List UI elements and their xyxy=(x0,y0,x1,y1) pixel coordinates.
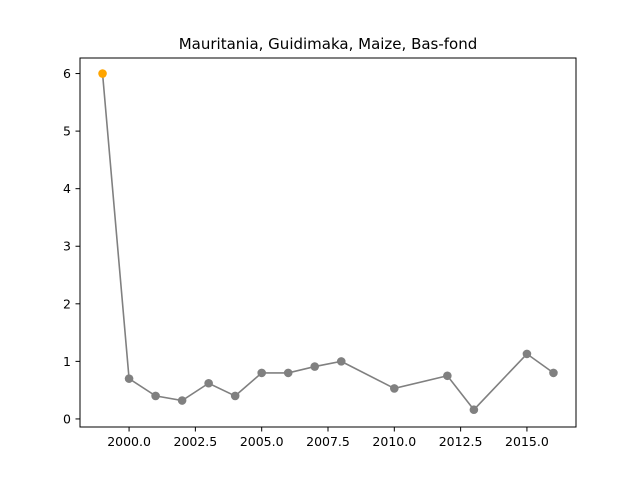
data-point xyxy=(283,368,293,378)
data-point xyxy=(230,391,240,401)
x-tick-label: 2002.5 xyxy=(174,434,218,449)
data-point xyxy=(204,378,213,388)
data-point xyxy=(522,349,532,359)
y-tick-label: 4 xyxy=(63,181,71,196)
x-tick-label: 2007.5 xyxy=(306,434,350,449)
data-point xyxy=(390,384,399,393)
y-tick-label: 5 xyxy=(63,124,71,139)
plot-area: 2000.0 2002.5 2005.0 2007.5 2010.0 2012.5 2015… xyxy=(63,57,577,449)
y-tick-label: 3 xyxy=(63,239,71,254)
y-tick-label: 0 xyxy=(63,411,71,426)
data-point xyxy=(443,371,452,381)
data-point xyxy=(124,374,134,383)
x-tick-label: 2010.0 xyxy=(372,434,416,449)
data-point xyxy=(310,362,320,371)
x-tick-label: 2000.0 xyxy=(107,434,151,449)
data-point xyxy=(549,368,558,378)
x-tick-label: 2015.0 xyxy=(505,434,549,449)
chart-title: Mauritania, Guidimaka, Maize, Bas-fond xyxy=(179,35,478,53)
highlighted-data-point xyxy=(98,69,107,78)
data-point xyxy=(469,405,479,415)
y-tick-label: 6 xyxy=(63,66,71,81)
data-point xyxy=(151,391,160,401)
x-tick-label: 2012.5 xyxy=(439,434,483,449)
y-tick-label: 1 xyxy=(63,354,71,369)
data-point xyxy=(177,396,187,405)
y-tick-label: 2 xyxy=(63,296,71,311)
data-point xyxy=(336,357,346,366)
data-point xyxy=(257,368,266,378)
x-tick-label: 2005.0 xyxy=(240,434,284,449)
